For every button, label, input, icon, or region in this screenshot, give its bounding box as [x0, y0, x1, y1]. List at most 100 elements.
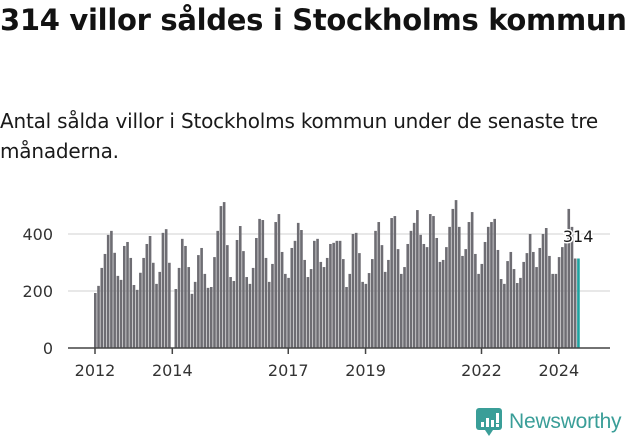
bar	[496, 249, 500, 348]
x-tick-label: 2019	[345, 361, 386, 380]
bar	[139, 272, 142, 348]
bar	[354, 232, 358, 348]
bar	[406, 243, 410, 348]
bar	[106, 234, 110, 348]
bar	[219, 206, 223, 348]
bar	[383, 271, 387, 348]
bar	[235, 239, 239, 348]
bar	[206, 287, 210, 348]
bar	[554, 273, 558, 348]
bar	[512, 269, 516, 348]
bar	[232, 281, 236, 348]
bar	[329, 243, 332, 348]
x-tick-label: 2012	[75, 361, 116, 380]
bar	[148, 236, 152, 348]
bar	[358, 253, 361, 348]
chart-subtitle: Antal sålda villor i Stockholms kommun u…	[0, 109, 599, 163]
x-tick-label: 2017	[268, 361, 309, 380]
bar	[425, 247, 429, 348]
bar	[145, 243, 149, 348]
bar	[97, 285, 100, 348]
bar	[332, 242, 335, 348]
bar	[457, 226, 461, 348]
bar	[151, 262, 155, 348]
bar	[209, 287, 213, 348]
bar	[438, 261, 442, 348]
bar	[561, 247, 564, 348]
bar	[245, 277, 248, 348]
bar	[486, 226, 490, 348]
bar	[412, 222, 416, 348]
bar	[461, 255, 464, 348]
bar	[338, 240, 342, 348]
bar	[122, 245, 126, 348]
bar	[242, 251, 245, 348]
bar	[226, 245, 229, 348]
bar	[135, 289, 139, 348]
bar	[374, 230, 377, 348]
bar	[377, 222, 381, 348]
bar	[567, 208, 571, 348]
bar	[248, 283, 252, 349]
bar-chart: 0 200 400 2012 2014 2017 2019 2022 2024 314	[22, 200, 610, 380]
bar	[238, 226, 242, 348]
bar	[525, 253, 529, 348]
bar	[573, 258, 577, 348]
bar	[274, 222, 277, 348]
bar	[399, 273, 403, 348]
y-axis-labels: 0 200 400	[22, 225, 53, 358]
bar	[470, 212, 474, 348]
bar	[464, 249, 468, 348]
bar	[296, 222, 300, 348]
bar	[203, 273, 207, 348]
bar	[190, 293, 194, 348]
bar	[535, 267, 538, 348]
bar	[142, 257, 145, 348]
bar	[119, 279, 123, 348]
bar	[544, 228, 548, 348]
bar	[390, 218, 393, 348]
bar	[284, 273, 287, 348]
bar	[541, 234, 545, 348]
bar	[325, 257, 329, 348]
bar	[129, 257, 133, 348]
bar	[509, 251, 513, 348]
bar	[126, 241, 129, 348]
bar	[261, 220, 265, 348]
bar	[506, 261, 509, 348]
bar	[519, 277, 522, 348]
bar	[280, 251, 284, 348]
bar	[445, 247, 448, 348]
bar	[419, 234, 422, 348]
bar	[335, 240, 339, 348]
bar	[564, 242, 567, 348]
newsworthy-bar-chart-speech-bubble-icon	[476, 408, 502, 436]
bar	[200, 247, 203, 348]
x-tick-label: 2014	[152, 361, 193, 380]
bar	[342, 259, 345, 348]
bar	[197, 255, 200, 348]
bar	[161, 232, 165, 348]
bar	[184, 245, 187, 348]
newsworthy-logo-text: Newsworthy	[509, 410, 622, 433]
chart-title: 314 villor såldes i Stockholms kommun	[0, 3, 627, 37]
bar	[435, 237, 439, 348]
bar	[168, 262, 171, 348]
bar	[515, 283, 519, 348]
bar	[103, 253, 107, 348]
y-tick-label: 0	[43, 339, 53, 358]
bar	[551, 273, 554, 348]
highlight-bar	[577, 258, 580, 348]
bar	[277, 214, 281, 348]
bar	[422, 243, 426, 348]
bar	[293, 240, 297, 348]
bar	[116, 275, 120, 348]
bar	[403, 267, 406, 348]
y-tick-label: 200	[22, 282, 53, 301]
bar	[393, 216, 397, 348]
bar	[306, 277, 310, 348]
bar	[493, 218, 496, 348]
newsworthy-logo[interactable]: Newsworthy	[476, 408, 622, 436]
bar	[432, 216, 435, 348]
bar	[416, 210, 419, 348]
